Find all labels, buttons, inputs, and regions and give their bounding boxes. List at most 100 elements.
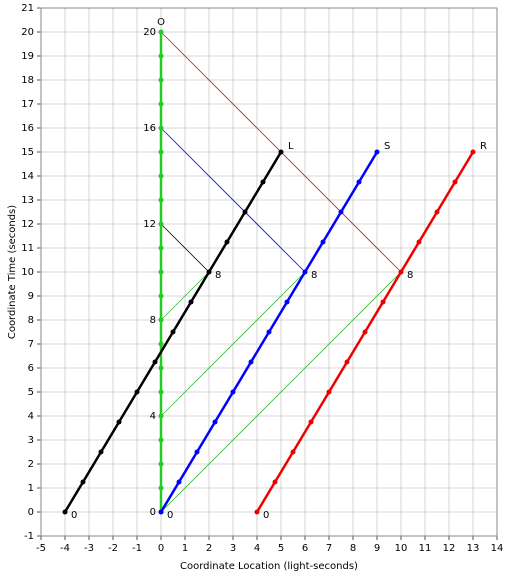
point xyxy=(224,239,230,245)
y-tick-label: 16 xyxy=(21,123,34,134)
x-tick-label: 6 xyxy=(302,543,308,554)
point xyxy=(98,449,104,455)
y-tick-label: 17 xyxy=(21,99,34,110)
x-tick-label: -1 xyxy=(132,543,142,554)
y-tick-label: 8 xyxy=(28,315,34,326)
x-tick-label: -5 xyxy=(36,543,46,554)
y-tick-label: 13 xyxy=(21,195,34,206)
x-tick-label: 0 xyxy=(158,543,164,554)
y-tick-label: 21 xyxy=(21,3,34,14)
x-tick-label: 14 xyxy=(491,543,504,554)
point-label: 0 xyxy=(71,510,77,521)
point xyxy=(62,509,68,515)
y-tick-label: 18 xyxy=(21,75,34,86)
point xyxy=(452,179,458,185)
point xyxy=(302,269,308,275)
point-label: 16 xyxy=(143,123,156,134)
y-tick-label: 11 xyxy=(21,243,34,254)
point xyxy=(158,365,164,371)
point xyxy=(152,359,158,365)
x-tick-label: 7 xyxy=(326,543,332,554)
point xyxy=(158,437,164,443)
x-tick-label: 13 xyxy=(467,543,480,554)
series-name: O xyxy=(157,17,165,28)
y-tick-label: 15 xyxy=(21,147,34,158)
y-tick-label: 20 xyxy=(21,27,34,38)
point-label: 0 xyxy=(167,510,173,521)
x-tick-label: 1 xyxy=(182,543,188,554)
point xyxy=(158,197,164,203)
point xyxy=(230,389,236,395)
y-tick-label: 7 xyxy=(28,339,34,350)
point xyxy=(194,449,200,455)
y-tick-label: 0 xyxy=(28,507,34,518)
point xyxy=(254,509,260,515)
y-tick-label: 3 xyxy=(28,435,34,446)
point xyxy=(158,149,164,155)
y-tick-label: 12 xyxy=(21,219,34,230)
plot-frame xyxy=(40,7,498,537)
y-tick-label: 4 xyxy=(28,411,34,422)
point-label: 0 xyxy=(150,507,156,518)
point xyxy=(272,479,278,485)
point xyxy=(206,269,212,275)
signal-line xyxy=(160,271,210,321)
signal-line xyxy=(160,271,306,417)
point xyxy=(290,449,296,455)
point-label: 8 xyxy=(150,315,156,326)
point xyxy=(248,359,254,365)
point xyxy=(380,299,386,305)
point xyxy=(176,479,182,485)
point xyxy=(170,329,176,335)
y-tick-label: 2 xyxy=(28,459,34,470)
point xyxy=(158,413,164,419)
x-tick-label: 10 xyxy=(395,543,408,554)
point xyxy=(362,329,368,335)
point xyxy=(278,149,284,155)
point xyxy=(158,77,164,83)
point xyxy=(158,101,164,107)
point-label: 12 xyxy=(143,219,156,230)
point xyxy=(284,299,290,305)
point xyxy=(344,359,350,365)
y-tick-label: 1 xyxy=(28,483,34,494)
x-tick-label: -4 xyxy=(60,543,70,554)
point xyxy=(134,389,140,395)
point xyxy=(116,419,122,425)
point xyxy=(158,173,164,179)
x-tick-label: 11 xyxy=(419,543,432,554)
point xyxy=(212,419,218,425)
x-axis-label: Coordinate Location (light-seconds) xyxy=(180,561,358,572)
x-tick-label: 5 xyxy=(278,543,284,554)
point xyxy=(80,479,86,485)
point xyxy=(356,179,362,185)
signal-line xyxy=(160,223,210,273)
y-tick-label: 9 xyxy=(28,291,34,302)
x-tick-label: 2 xyxy=(206,543,212,554)
y-tick-label: 6 xyxy=(28,363,34,374)
x-tick-label: 12 xyxy=(443,543,456,554)
point xyxy=(398,269,404,275)
y-axis-label: Coordinate Time (seconds) xyxy=(7,205,18,339)
point xyxy=(374,149,380,155)
y-tick-label: 5 xyxy=(28,387,34,398)
point-label: 8 xyxy=(215,270,221,281)
x-tick-label: -2 xyxy=(108,543,118,554)
point xyxy=(158,269,164,275)
y-tick-label: -1 xyxy=(24,531,34,542)
point xyxy=(338,209,344,215)
point xyxy=(470,149,476,155)
point xyxy=(158,125,164,131)
series-name: R xyxy=(480,141,487,152)
point xyxy=(266,329,272,335)
point xyxy=(242,209,248,215)
point-label: 4 xyxy=(150,411,156,422)
point xyxy=(158,509,164,515)
point xyxy=(308,419,314,425)
x-tick-label: 8 xyxy=(350,543,356,554)
point-label: 8 xyxy=(407,270,413,281)
series-name: S xyxy=(384,141,390,152)
point-label: 0 xyxy=(263,510,269,521)
point xyxy=(416,239,422,245)
point xyxy=(434,209,440,215)
